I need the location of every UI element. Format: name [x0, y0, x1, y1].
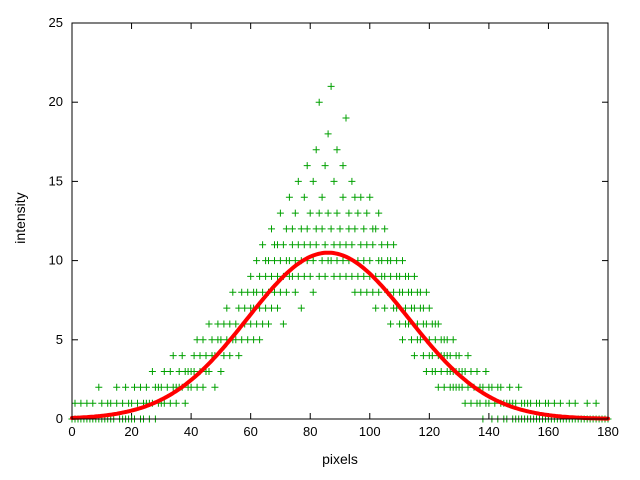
- tick-labels: 0 20 40 60 80 100 120 140 160 180 0 5 10 15 20 25: [49, 15, 619, 439]
- y-axis-label: intensity: [12, 192, 28, 244]
- axis-ticks: [71, 22, 609, 420]
- svg-text:140: 140: [478, 424, 500, 439]
- svg-text:5: 5: [56, 332, 63, 347]
- svg-text:20: 20: [49, 94, 63, 109]
- svg-text:120: 120: [418, 424, 440, 439]
- svg-text:180: 180: [597, 424, 619, 439]
- svg-text:20: 20: [124, 424, 138, 439]
- fit-curve: [70, 250, 610, 421]
- svg-text:80: 80: [303, 424, 317, 439]
- svg-text:10: 10: [49, 253, 63, 268]
- svg-text:40: 40: [184, 424, 198, 439]
- svg-text:0: 0: [68, 424, 75, 439]
- svg-text:100: 100: [359, 424, 381, 439]
- svg-text:25: 25: [49, 15, 63, 30]
- svg-text:160: 160: [538, 424, 560, 439]
- x-axis-label: pixels: [322, 451, 358, 467]
- svg-text:60: 60: [243, 424, 257, 439]
- plot-border: [71, 22, 609, 420]
- svg-text:0: 0: [56, 411, 63, 426]
- svg-text:15: 15: [49, 173, 63, 188]
